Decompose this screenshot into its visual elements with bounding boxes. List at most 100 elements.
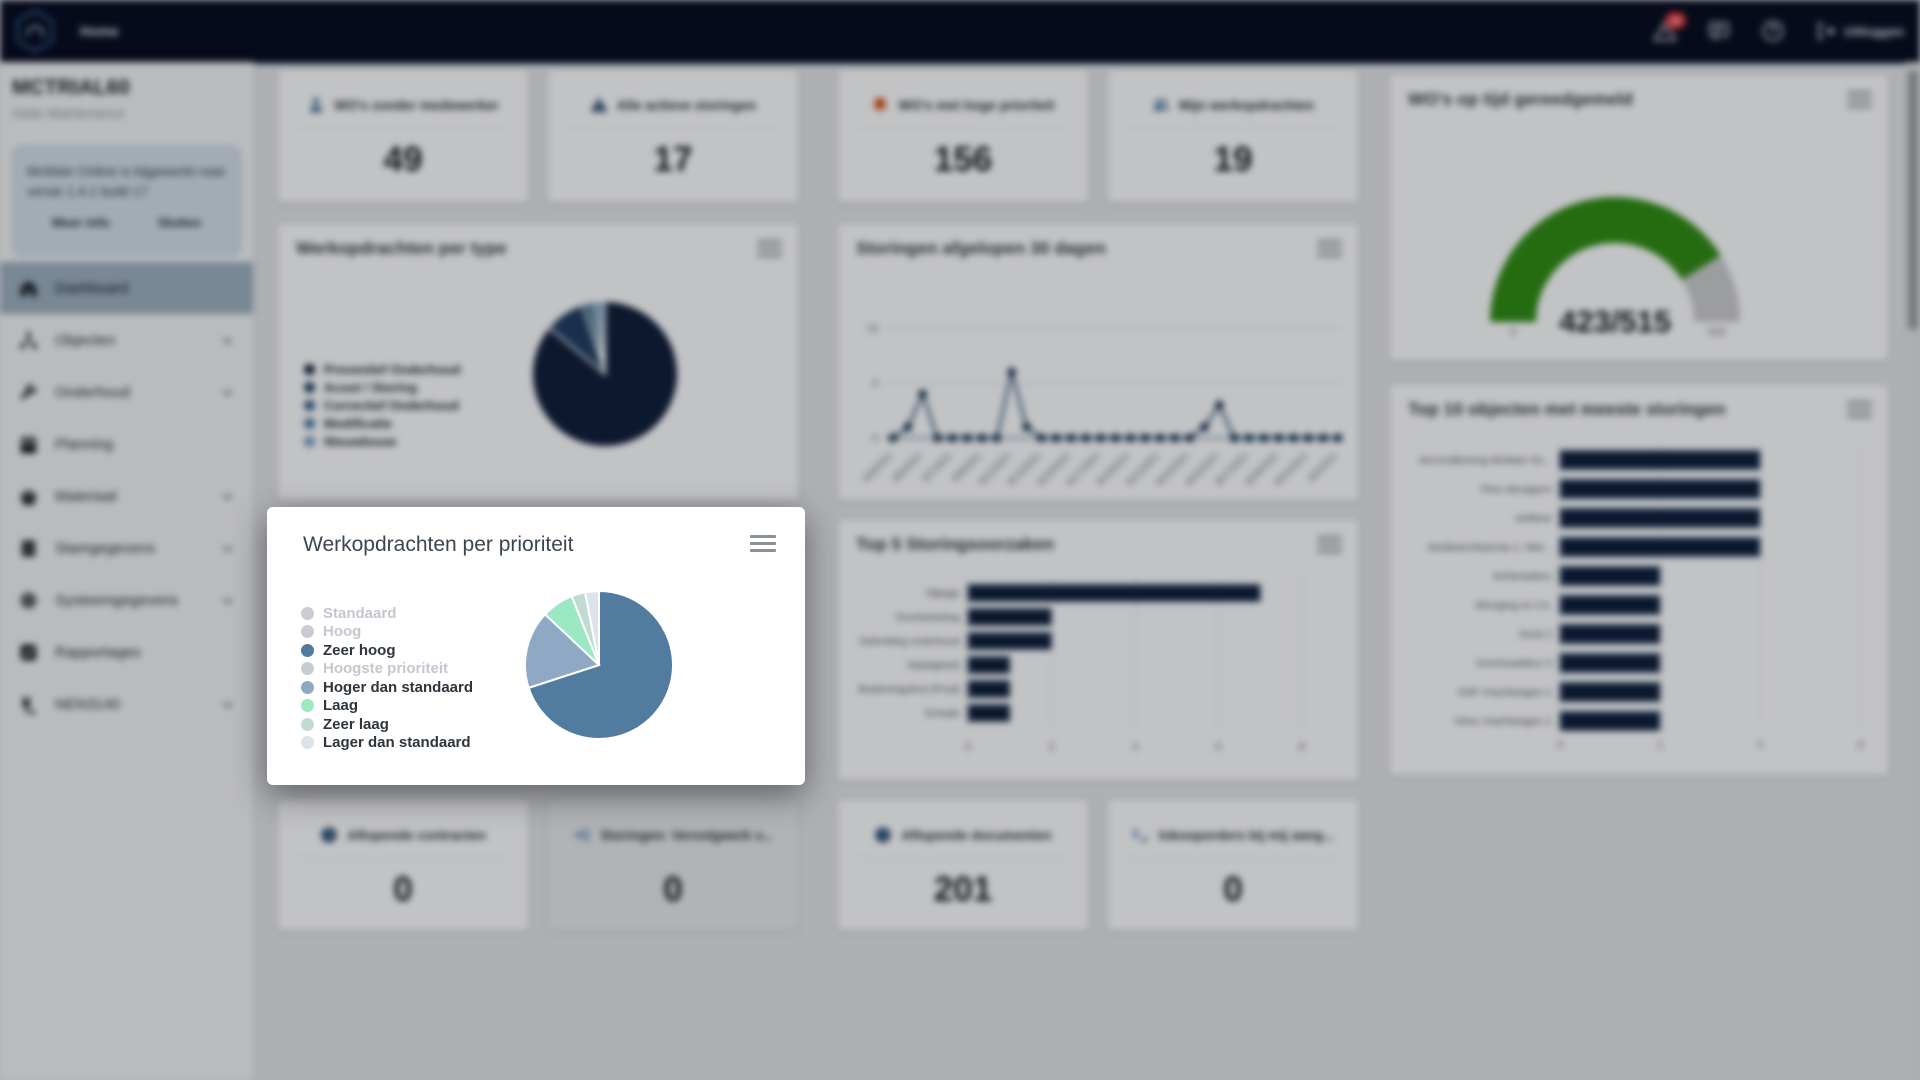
line-point[interactable] (992, 433, 1002, 443)
pie-slice-lager-dan-standaard[interactable] (583, 589, 600, 666)
bar-airconditioning-mcmain-so[interactable] (1559, 450, 1761, 470)
card-menu-icon[interactable] (1847, 399, 1872, 422)
bar-dock-2[interactable] (1559, 624, 1661, 644)
sidebar-item-planning[interactable]: Planning (0, 418, 253, 470)
legend-item-lager-dan-standaard[interactable]: Lager dan standaard (301, 734, 473, 753)
line-point[interactable] (1259, 433, 1269, 443)
line-point[interactable] (1007, 367, 1016, 377)
pie-slice-preventief-onderhoud[interactable] (531, 299, 679, 448)
card-menu-icon[interactable] (757, 238, 782, 261)
line-point[interactable] (948, 433, 957, 443)
line-point[interactable] (1111, 433, 1120, 443)
line-point[interactable] (1200, 422, 1209, 432)
legend-item-hoger-dan-standaard[interactable]: Hoger dan standaard (301, 678, 473, 697)
kpi-card-inkooporders-bij-mij-aang[interactable]: € Inkooporders bij mij aang... 0 (1108, 800, 1358, 930)
sidebar-item-objecten[interactable]: Objecten (0, 314, 253, 366)
line-point[interactable] (1081, 433, 1091, 443)
line-point[interactable] (888, 433, 898, 443)
kpi-card-aflopende-documenten[interactable]: Aflopende documenten 201 (838, 800, 1088, 930)
legend-item-standaard[interactable]: Standaard (301, 604, 473, 623)
notice-close-button[interactable]: Sluiten (157, 215, 202, 231)
bar-nalatigheid[interactable] (967, 656, 1011, 674)
legend-item-nieuwbouw[interactable]: Nieuwbouw (304, 432, 461, 450)
bar-daf-vrachtwagen-1[interactable] (1559, 682, 1661, 702)
card-menu-icon[interactable] (1847, 89, 1872, 112)
line-point[interactable] (933, 433, 942, 443)
line-point[interactable] (1170, 433, 1180, 443)
card-menu-icon[interactable] (750, 533, 776, 556)
scrollbar[interactable] (1906, 62, 1920, 1080)
line-point[interactable] (903, 422, 913, 432)
kpi-card-wo-s-met-hoge-prioriteit[interactable]: WO's met hoge prioriteit 156 (838, 70, 1088, 202)
bar-afzuiging-en-co[interactable] (1559, 595, 1661, 615)
sidebar-item-systeemgegevens[interactable]: Systeemgegevens (0, 574, 253, 626)
bar-gebrekkig-onderhoud[interactable] (967, 632, 1052, 650)
sidebar-item-onderhoud[interactable]: Onderhoud (0, 366, 253, 418)
bar-overbelasting[interactable] (967, 608, 1052, 626)
line-point[interactable] (977, 433, 987, 443)
bar-achterladers[interactable] (1559, 566, 1661, 586)
legend-item-modificatie[interactable]: Modificatie (304, 414, 461, 432)
kpi-card-alle-actieve-storingen[interactable]: Alle actieve storingen 17 (548, 70, 798, 202)
line-point[interactable] (1289, 433, 1298, 443)
line-point[interactable] (1126, 433, 1135, 443)
line-point[interactable] (1215, 400, 1224, 410)
line-point[interactable] (1333, 433, 1343, 443)
sidebar-item-nen3140[interactable]: NEN3140 (0, 678, 253, 730)
nav-home[interactable]: Home (80, 23, 119, 39)
bar-schade[interactable] (967, 704, 1011, 722)
kpi-card-aflopende-contracten[interactable]: Aflopende contracten 0 (278, 800, 528, 930)
legend-item-hoog[interactable]: Hoog (301, 623, 473, 642)
pie-slice-hoger-dan-standaard[interactable] (524, 612, 601, 690)
line-point[interactable] (1140, 433, 1150, 443)
line-point[interactable] (1185, 433, 1194, 443)
line-point[interactable] (1304, 433, 1313, 443)
bar-bedieningsfout-prod[interactable] (967, 680, 1011, 698)
mcmain-logo-icon (12, 8, 58, 54)
legend-item-preventief-onderhoud[interactable]: Preventief Onderhoud (304, 360, 461, 378)
legend-item-hoogste-prioriteit[interactable]: Hoogste prioriteit (301, 660, 473, 679)
sidebar-item-rapportages[interactable]: Rapportages (0, 626, 253, 678)
legend-item-zeer-laag[interactable]: Zeer laag (301, 715, 473, 734)
line-point[interactable] (1274, 433, 1283, 443)
bar-aardwarmtepomp-1-war[interactable] (1559, 537, 1761, 557)
notice-more-info-button[interactable]: Meer info (51, 215, 110, 231)
bar-volvo-vrachtwagen-1[interactable] (1559, 711, 1661, 731)
bar-eefilane[interactable] (1559, 508, 1761, 528)
bar-overheaddeur-3[interactable] (1559, 653, 1661, 673)
alerts-icon[interactable]: 29 (1653, 12, 1687, 43)
pie-slice-zeer-hoog[interactable] (527, 589, 674, 740)
legend-dot (301, 606, 314, 620)
legend-item-zeer-hoog[interactable]: Zeer hoog (301, 641, 473, 660)
kpi-card-mijn-werkopdrachten[interactable]: Mijn werkopdrachten 19 (1108, 70, 1358, 202)
pie-slice-nieuwbouw[interactable] (597, 299, 606, 375)
sidebar-item-dashboard[interactable]: Dashboard (0, 262, 253, 314)
logout-button[interactable]: Uitloggen (1815, 20, 1904, 42)
card-menu-icon[interactable] (1317, 534, 1342, 557)
line-point[interactable] (1066, 433, 1076, 443)
line-point[interactable] (1051, 433, 1061, 443)
legend-item-acuut-storing[interactable]: Acuut / Storing (304, 378, 461, 396)
line-point[interactable] (918, 389, 927, 399)
legend-item-laag[interactable]: Laag (301, 697, 473, 716)
line-point[interactable] (1037, 433, 1046, 443)
kpi-card-storingen-vervolgwerk-v[interactable]: Storingen: Vervolgwerk v... 0 (548, 800, 798, 930)
line-point[interactable] (1096, 433, 1105, 443)
line-point[interactable] (962, 433, 972, 443)
sidebar-item-materiaal[interactable]: Materiaal (0, 470, 253, 522)
legend-item-correctief-onderhoud[interactable]: Correctief Onderhoud (304, 396, 461, 414)
line-point[interactable] (1318, 433, 1328, 443)
bar-slijtage[interactable] (967, 584, 1261, 602)
line-point[interactable] (1155, 433, 1165, 443)
help-icon[interactable] (1761, 19, 1785, 43)
messages-icon[interactable] (1707, 19, 1731, 43)
bar-flexi-afzuigarm[interactable] (1559, 479, 1761, 499)
kpi-card-wo-s-zonder-medewerker[interactable]: WO's zonder medewerker 49 (278, 70, 528, 202)
card-menu-icon[interactable] (1317, 238, 1342, 261)
line-point[interactable] (1229, 433, 1239, 443)
scrollbar-thumb[interactable] (1908, 70, 1918, 330)
line-point[interactable] (1022, 422, 1031, 432)
line-point[interactable] (1244, 433, 1254, 443)
sidebar-item-stamgegevens[interactable]: Stamgegevens (0, 522, 253, 574)
home-icon (18, 278, 39, 299)
